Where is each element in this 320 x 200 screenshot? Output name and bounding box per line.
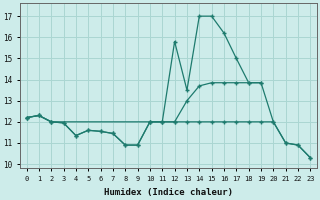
X-axis label: Humidex (Indice chaleur): Humidex (Indice chaleur) [104, 188, 233, 197]
